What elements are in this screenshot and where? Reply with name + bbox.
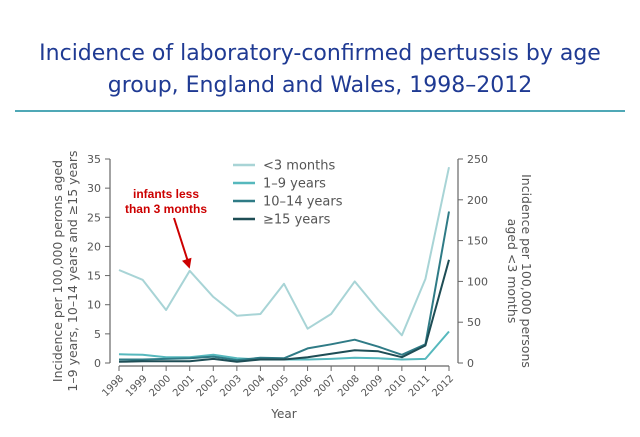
y-tick-label-right: 0 [467,357,474,370]
series-line-2 [119,211,450,362]
legend-label-0: <3 months [263,159,335,174]
y-tick-label-right: 100 [467,275,488,288]
chart-legend: <3 months 1–9 years 10–14 years ≥15 years [233,159,343,228]
x-tick-label: 2010 [383,373,409,399]
series-line-0 [118,166,450,337]
annotation-text-line-1: infants less [133,187,199,201]
chart-series [118,166,450,363]
legend-label-2: 10–14 years [263,195,343,210]
y-tick-label-right: 200 [467,194,488,207]
y-axis-title-right-line-1: Incidence per 100,000 persons [519,174,534,368]
x-tick-label: 2007 [312,373,338,399]
legend-label-1: 1–9 years [263,177,326,192]
x-tick-label: 1998 [100,373,126,399]
x-tick-label: 1999 [124,373,150,399]
x-tick-label: 2012 [430,373,456,399]
y-axis-title-left-line-1: Incidence per 100,000 perons aged [50,160,65,382]
y-tick-label-left: 30 [87,182,101,195]
y-tick-label-left: 35 [87,153,101,166]
x-tick-label: 2005 [265,373,291,399]
x-tick-label: 2001 [171,373,197,399]
y-tick-label-right: 250 [467,153,488,166]
y-axis-title-left-line-2: 1–9 years, 10–14 years and ≥15 years [65,150,80,391]
y-tick-label-left: 20 [87,240,101,253]
page-title-line-1: Incidence of laboratory-confirmed pertus… [39,41,601,66]
x-tick-label: 2009 [360,373,386,399]
y-tick-label-left: 5 [94,328,101,341]
y-axis-title-right-line-2: aged <3 months [505,219,520,324]
x-tick-label: 2011 [407,373,433,399]
annotation-arrow-shaft [173,217,189,262]
legend-label-3: ≥15 years [263,213,331,228]
series-line-3 [118,259,450,363]
y-tick-label-right: 150 [467,235,488,248]
annotation-arrow-head [182,257,192,269]
x-tick-label: 2006 [289,373,315,399]
y-tick-label-right: 50 [467,316,481,329]
page-title-line-2: group, England and Wales, 1998–2012 [107,73,533,98]
y-tick-label-left: 10 [87,299,101,312]
series-line-1 [118,330,450,361]
x-tick-label: 2000 [147,373,173,399]
y-tick-label-left: 0 [94,357,101,370]
page-title: Incidence of laboratory-confirmed pertus… [0,38,640,102]
x-tick-label: 2008 [336,373,362,399]
x-axis-title: Year [270,407,296,421]
y-tick-label-left: 25 [87,211,101,224]
x-tick-label: 2004 [242,373,268,399]
x-tick-label: 2002 [195,373,221,399]
annotation-text-line-2: than 3 months [125,202,207,216]
y-tick-label-left: 15 [87,270,101,283]
title-divider [15,110,625,112]
x-tick-label: 2003 [218,373,244,399]
